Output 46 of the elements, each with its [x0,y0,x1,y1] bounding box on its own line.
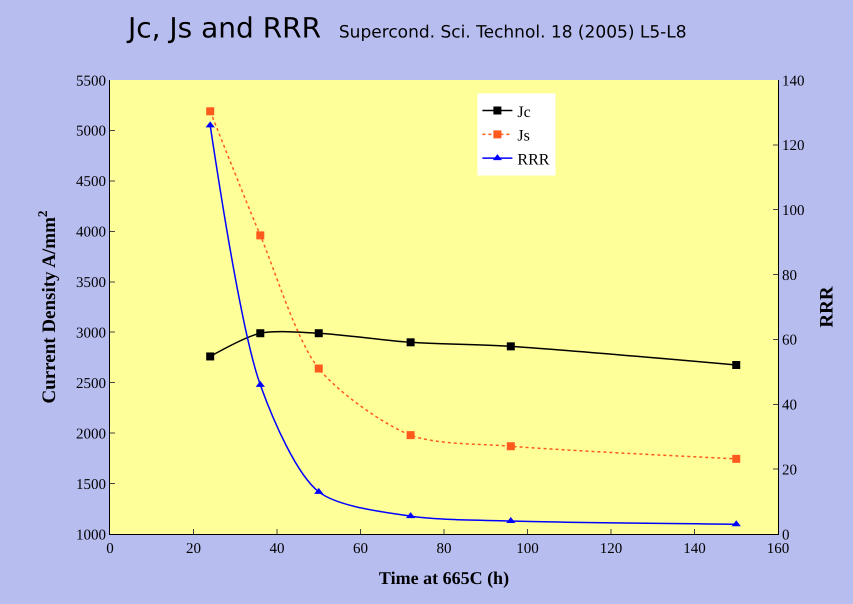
x-tick-label: 0 [106,541,114,557]
y2-tick-label: 20 [782,462,797,478]
point [314,364,323,373]
y2-axis-title: RRR [816,286,838,328]
chart-title: Jc, Js and RRR [128,12,322,45]
point [406,431,415,440]
point [406,338,415,346]
x-tick-label: 100 [516,541,539,557]
x-tick-label: 60 [353,541,368,557]
y2-tick-label: 80 [782,268,797,284]
y-tick-label: 2000 [76,426,106,442]
x-tick-label: 40 [270,541,284,557]
x-axis-title: Time at 665C (h) [378,568,510,588]
y2-tick-label: 120 [782,138,804,154]
point [506,442,515,450]
y2-tick-label: 60 [782,332,797,349]
point [506,342,515,350]
chart-subtitle: Supercond. Sci. Technol. 18 (2005) L5-L8 [338,22,687,43]
y2-tick-label: 0 [782,527,790,544]
y2-tick-label: 140 [782,73,804,90]
point [732,454,740,463]
y-tick-label: 4000 [76,224,106,241]
y-tick-label: 5000 [76,124,106,140]
y-tick-label: 1000 [76,527,106,544]
y2-tick-label: 100 [782,202,804,219]
x-tick-label: 80 [436,541,452,557]
point [256,231,264,240]
y-tick-label: 4500 [76,174,106,190]
y-tick-label: 5500 [76,73,106,90]
y-tick-label: 1500 [76,476,106,493]
point [314,329,323,338]
legend-label: Jc [517,104,531,121]
point [256,329,264,338]
x-tick-label: 140 [683,541,706,557]
x-tick-label: 120 [600,541,622,557]
x-tick-label: 20 [186,541,201,557]
x-tick-label: 160 [766,541,790,557]
point [732,361,740,370]
legend-label: RRR [517,151,550,168]
y-tick-label: 3000 [76,325,106,342]
y2-tick-label: 40 [782,398,797,414]
y-tick-label: 2500 [76,376,106,392]
point [206,107,214,116]
y-tick-label: 3500 [76,275,106,292]
legend-label: Js [517,128,530,145]
point [206,352,214,360]
